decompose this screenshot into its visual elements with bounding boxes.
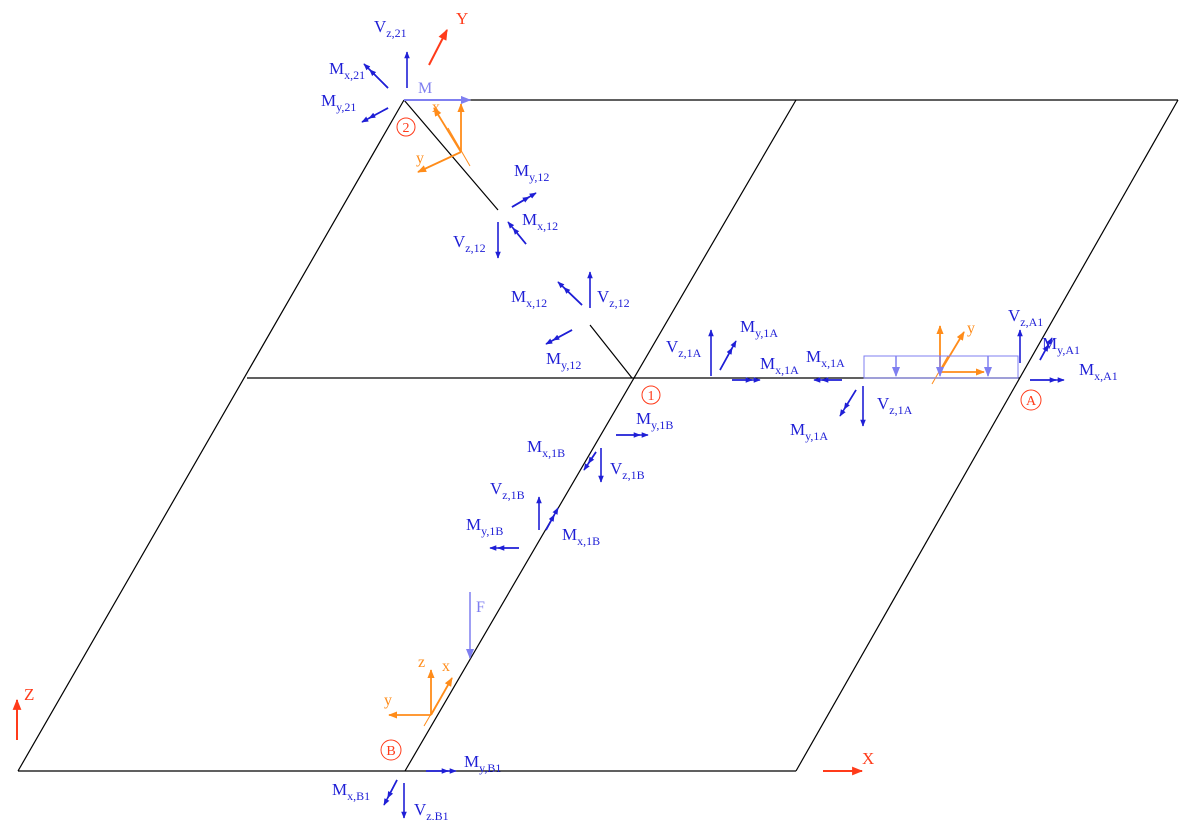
force-label-v-z-12: Vz,12: [597, 287, 630, 310]
slab-edge-left: [17, 99, 405, 772]
global-y-axis-arrow: [428, 29, 448, 66]
force-label-m-x-a1: Mx,A1: [1079, 360, 1118, 383]
force-arrows: [361, 51, 1065, 819]
force-label-m-y-1b: My,1B: [466, 515, 503, 538]
force-label-v-z-b1: Vz,B1: [414, 800, 449, 820]
force-label-m-x-1a: Mx,1A: [806, 347, 845, 370]
force-load-label: F: [476, 599, 485, 616]
force-label-m-y-12: My,12: [514, 161, 549, 184]
local-z-label-node-b: z: [418, 654, 425, 671]
force-label-v-z-1b: Vz,1B: [490, 479, 525, 502]
global-x-axis-label: X: [862, 749, 874, 768]
local-y-label-node-a: y: [967, 320, 975, 337]
applied-loads: M F: [404, 80, 1019, 659]
force-label-m-x-1a: Mx,1A: [760, 354, 799, 377]
force-arrow-17-second-head: [1039, 344, 1049, 361]
force-label-m-x-1b: Mx,1B: [527, 437, 565, 460]
force-arrow-9-second-head: [552, 329, 573, 341]
global-axes: Y X Z: [12, 9, 874, 776]
node-2-label: 2: [403, 121, 410, 136]
force-label-m-y-b1: My,B1: [464, 752, 501, 775]
force-label-m-x-21: Mx,21: [329, 59, 365, 82]
force-arrow-3-second-head: [368, 107, 389, 119]
node-b-label: B: [386, 744, 395, 759]
frame: [17, 99, 1179, 772]
force-label-m-y-21: My,21: [321, 91, 356, 114]
force-arrow-23-second-head: [545, 514, 555, 531]
force-label-m-x-b1: Mx,B1: [332, 780, 370, 803]
member-2-1-lower: [589, 324, 633, 379]
node-markers: 2 1 A B: [380, 117, 1042, 761]
force-label-v-z-1a: Vz,1A: [877, 394, 913, 417]
force-arrow-26-second-head: [386, 779, 398, 799]
force-arrow-7-second-head: [563, 286, 583, 306]
force-arrow-20-second-head: [587, 451, 597, 464]
slab-edge-right: [795, 99, 1179, 772]
force-label-m-x-12: Mx,12: [522, 210, 558, 233]
force-label-v-z-a1: Vz,A1: [1008, 306, 1043, 329]
local-y-label-node-b: y: [384, 692, 392, 709]
force-label-m-x-1b: Mx,1B: [562, 525, 600, 548]
force-load: F: [466, 592, 485, 659]
local-x-label-node-2: x: [432, 99, 440, 116]
node-a-label: A: [1026, 394, 1037, 409]
moment-load: M: [404, 80, 471, 104]
force-arrow-4-second-head: [511, 196, 530, 208]
node-a-marker: A: [1020, 389, 1042, 411]
force-arrow-2-second-head: [369, 69, 389, 89]
force-label-m-y-1a: My,1A: [790, 420, 828, 443]
local-axes-node-2: x y: [416, 99, 471, 173]
force-arrow-5-second-head: [512, 227, 527, 245]
node-b-marker: B: [380, 739, 402, 761]
local-x-label-node-b: x: [442, 658, 450, 675]
member-2-1-upper: [403, 99, 499, 211]
local-axes: x y y z x y: [384, 99, 985, 727]
moment-load-label: M: [418, 80, 432, 97]
force-label-m-y-1b: My,1B: [636, 409, 673, 432]
distributed-load: [863, 355, 1019, 379]
global-z-axis-label: Z: [24, 685, 34, 704]
force-label-m-y-12: My,12: [546, 349, 581, 372]
force-label-v-z-1b: Vz,1B: [610, 459, 645, 482]
force-label-m-y-1a: My,1A: [740, 317, 778, 340]
global-y-axis-label: Y: [456, 9, 468, 28]
force-label-m-x-12: Mx,12: [511, 287, 547, 310]
node-1-marker: 1: [641, 385, 661, 405]
force-arrow-11-second-head: [719, 347, 733, 371]
local-axes-node-b: z x y: [384, 654, 453, 727]
node-2-marker: 2: [396, 117, 416, 137]
node-1-label: 1: [648, 389, 655, 404]
force-arrow-15-second-head: [843, 389, 857, 410]
force-labels: Vz,21 Mx,21 My,21 My,12 Mx,12 Vz,12 Mx,12 Vz,12…: [321, 17, 1118, 820]
force-label-v-z-1a: Vz,1A: [666, 337, 702, 360]
force-label-v-z-21: Vz,21: [374, 17, 407, 40]
force-label-m-y-a1: My,A1: [1042, 334, 1080, 357]
beam-diagonal-b1: [404, 99, 797, 772]
force-label-v-z-12: Vz,12: [453, 232, 486, 255]
local-y-label-node-2: y: [416, 150, 424, 167]
